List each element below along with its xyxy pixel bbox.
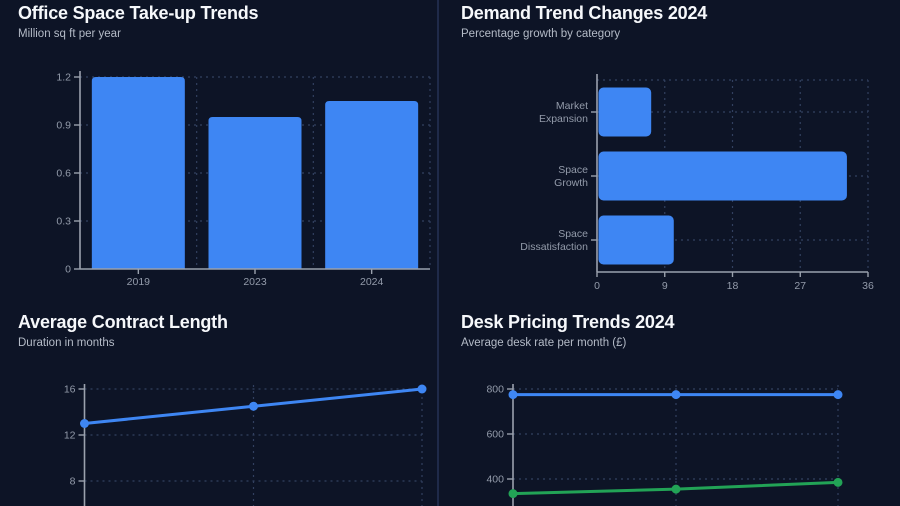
chart-subtitle-desk-pricing: Average desk rate per month (£) xyxy=(461,337,627,349)
tick-label: 2024 xyxy=(360,276,384,288)
chart-subtitle-demand-trend: Percentage growth by category xyxy=(461,28,621,40)
tick-label: Market xyxy=(556,100,588,112)
panel-contract-length: Average Contract Length Duration in mont… xyxy=(0,303,438,506)
chart-subtitle-contract-length: Duration in months xyxy=(18,337,115,349)
bar-space-growth[interactable] xyxy=(598,151,847,201)
tick-label: 0 xyxy=(65,264,71,276)
point-green-series-0[interactable] xyxy=(508,489,518,499)
point-blue-series-1[interactable] xyxy=(671,390,681,400)
tick-label: Growth xyxy=(554,177,588,189)
chart-title-demand-trend: Demand Trend Changes 2024 xyxy=(461,3,708,23)
bar-market-expansion[interactable] xyxy=(598,87,652,137)
tick-label: 1.2 xyxy=(56,72,71,84)
tick-label: Dissatisfaction xyxy=(520,241,588,253)
tick-label: 16 xyxy=(64,384,76,396)
bar-space-dissatisfaction[interactable] xyxy=(598,215,674,265)
tick-label: 18 xyxy=(727,280,739,292)
bar-2023[interactable] xyxy=(208,117,302,269)
panel-demand-trend: Demand Trend Changes 2024 Percentage gro… xyxy=(443,0,900,303)
tick-label: Expansion xyxy=(539,113,588,125)
point-contract-months-2[interactable] xyxy=(417,384,427,394)
point-blue-series-0[interactable] xyxy=(508,390,518,400)
tick-label: 800 xyxy=(486,384,504,396)
panel-desk-pricing: Desk Pricing Trends 2024 Average desk ra… xyxy=(443,303,900,506)
tick-label: 2023 xyxy=(243,276,267,288)
tick-label: 8 xyxy=(70,476,76,488)
tick-label: 27 xyxy=(794,280,806,292)
panel-office-takeup: Office Space Take-up Trends Million sq f… xyxy=(0,0,438,303)
tick-label: 0.3 xyxy=(56,216,71,228)
office-takeup-chart-canvas[interactable]: 0 0.3 0.6 0.9 1.2 2019 2023 2024 xyxy=(0,57,438,303)
tick-label: 36 xyxy=(862,280,874,292)
chart-title-office-takeup: Office Space Take-up Trends xyxy=(18,3,259,23)
tick-label: 2019 xyxy=(127,276,151,288)
tick-label: 400 xyxy=(486,474,504,486)
point-green-series-1[interactable] xyxy=(671,484,681,494)
point-contract-months-0[interactable] xyxy=(80,419,89,428)
bar-2024[interactable] xyxy=(325,101,419,269)
tick-label: 0 xyxy=(594,280,600,292)
column-divider xyxy=(437,0,439,506)
tick-label: 600 xyxy=(486,429,504,441)
point-contract-months-1[interactable] xyxy=(249,401,258,411)
chart-title-contract-length: Average Contract Length xyxy=(18,312,228,332)
contract-length-chart-canvas[interactable]: 16 12 8 xyxy=(0,365,438,506)
desk-pricing-chart-canvas[interactable]: 800 600 400 xyxy=(443,365,900,506)
demand-trend-chart-canvas[interactable]: MarketExpansionSpaceGrowthSpaceDissatisf… xyxy=(443,57,900,303)
tick-label: Space xyxy=(558,164,588,176)
chart-title-desk-pricing: Desk Pricing Trends 2024 xyxy=(461,312,675,332)
tick-label: 12 xyxy=(64,430,76,442)
chart-subtitle-office-takeup: Million sq ft per year xyxy=(18,28,121,40)
tick-label: 9 xyxy=(662,280,668,292)
tick-label: 0.6 xyxy=(56,168,71,180)
tick-label: 0.9 xyxy=(56,120,71,132)
bar-2019[interactable] xyxy=(91,77,185,269)
tick-label: Space xyxy=(558,228,588,240)
point-blue-series-2[interactable] xyxy=(833,390,843,400)
point-green-series-2[interactable] xyxy=(833,477,843,487)
